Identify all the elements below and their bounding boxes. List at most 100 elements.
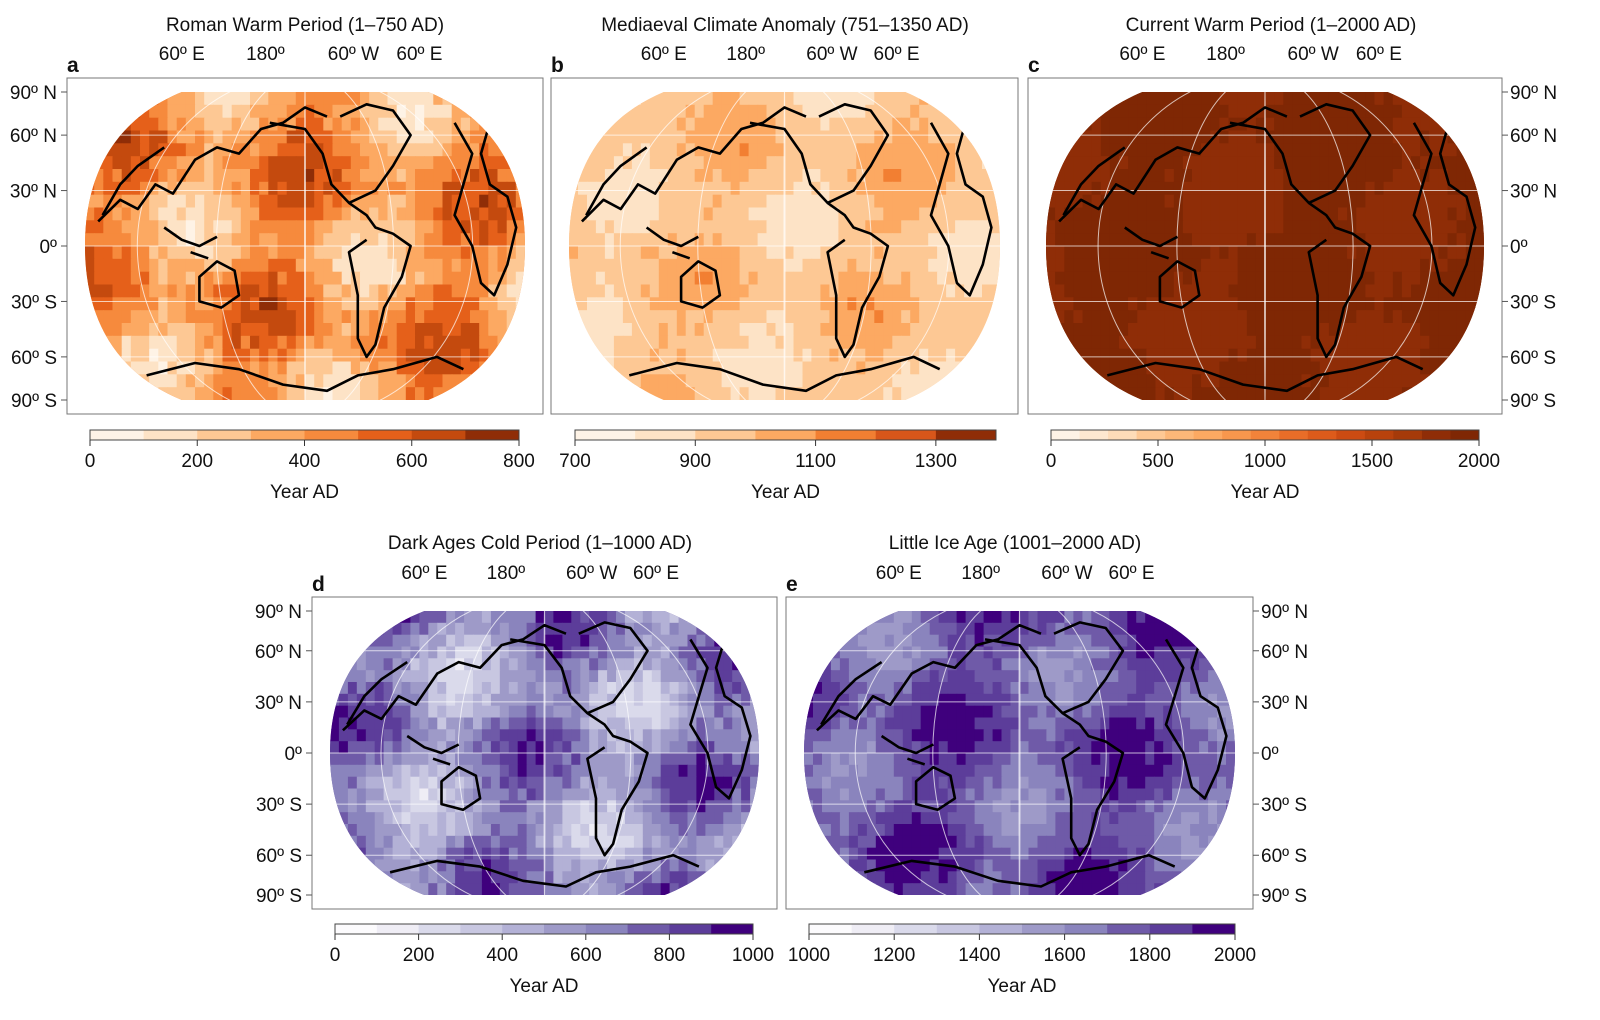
map-cell xyxy=(856,130,866,144)
map-cell xyxy=(314,387,324,400)
map-cell xyxy=(1411,207,1421,221)
map-cell xyxy=(121,220,132,234)
map-cell xyxy=(1064,297,1074,311)
map-cell xyxy=(660,729,671,742)
map-cell xyxy=(775,156,786,170)
map-cell xyxy=(910,181,920,196)
map-cell xyxy=(703,271,714,286)
map-cell xyxy=(562,776,572,790)
map-cell xyxy=(383,646,394,659)
map-cell xyxy=(347,693,358,707)
map-cell xyxy=(85,233,95,247)
map-cell xyxy=(580,835,590,849)
map-cell xyxy=(1374,310,1385,324)
map-cell xyxy=(964,156,974,170)
panel-b: Mediaeval Climate Anomaly (751–1350 AD)b… xyxy=(550,15,1019,503)
map-cell xyxy=(176,104,187,119)
map-cell xyxy=(1338,104,1348,119)
map-cell xyxy=(1265,246,1275,260)
map-cell xyxy=(910,335,920,350)
map-cell xyxy=(587,194,597,209)
map-cell xyxy=(433,130,444,144)
map-cell xyxy=(802,297,813,311)
map-cell xyxy=(705,693,715,707)
map-cell xyxy=(712,387,723,400)
map-cell xyxy=(204,335,214,350)
map-cell xyxy=(286,220,297,234)
map-cell xyxy=(589,883,599,895)
map-cell xyxy=(259,92,269,106)
map-cell xyxy=(1082,194,1093,209)
map-cell xyxy=(140,143,150,157)
map-cell xyxy=(624,741,635,754)
map-cell xyxy=(1456,233,1467,247)
map-cell xyxy=(1319,143,1330,157)
map-cell xyxy=(1310,387,1321,400)
colorbar-bin xyxy=(197,430,252,440)
map-cell xyxy=(473,753,483,766)
map-cell xyxy=(631,361,642,375)
map-cell xyxy=(314,92,324,106)
map-cell xyxy=(103,284,114,298)
map-cell xyxy=(396,92,407,106)
map-cell xyxy=(676,194,687,209)
map-cell xyxy=(838,258,848,273)
panel-title: Current Warm Period (1–2000 AD) xyxy=(1126,15,1417,36)
map-cell xyxy=(784,233,795,247)
map-cell xyxy=(535,753,546,766)
map-cell xyxy=(892,181,902,196)
map-cell xyxy=(424,156,434,170)
map-cell xyxy=(231,117,242,132)
map-cell xyxy=(587,246,597,260)
map-cell xyxy=(405,284,416,298)
map-cell xyxy=(739,361,750,375)
panel-letter: c xyxy=(1028,54,1040,77)
map-cell xyxy=(464,646,474,659)
map-cell xyxy=(696,646,706,659)
map-cell xyxy=(553,776,563,790)
map-cell xyxy=(231,310,242,324)
map-cell xyxy=(569,233,579,247)
map-cell xyxy=(631,246,642,260)
map-cell xyxy=(1429,233,1439,247)
colorbar-bin xyxy=(1307,430,1337,440)
map-cell xyxy=(415,323,425,337)
map-cell xyxy=(973,181,983,196)
colorbar-tick-label: 800 xyxy=(654,945,686,966)
map-cell xyxy=(589,824,599,837)
map-cell xyxy=(955,284,965,298)
map-cell xyxy=(1255,130,1266,144)
map-cell xyxy=(919,181,929,196)
map-cell xyxy=(676,335,687,350)
map-cell xyxy=(341,361,352,375)
map-cell xyxy=(685,156,696,170)
map-cell xyxy=(149,156,159,170)
map-cell xyxy=(1155,92,1166,106)
map-cell xyxy=(598,729,608,742)
map-cell xyxy=(1210,194,1220,209)
map-cell xyxy=(535,859,546,872)
map-cell xyxy=(992,622,1003,636)
map-cell xyxy=(369,194,379,209)
map-cell xyxy=(793,348,804,363)
map-cell xyxy=(1073,233,1084,247)
map-cell xyxy=(901,169,911,183)
map-cell xyxy=(473,824,483,837)
map-cell xyxy=(1128,220,1138,234)
map-cell xyxy=(433,246,444,260)
map-cell xyxy=(473,835,483,849)
map-cell xyxy=(874,387,884,400)
map-cell xyxy=(784,92,795,106)
map-cell xyxy=(732,717,742,730)
map-cell xyxy=(712,258,723,273)
map-cell xyxy=(473,611,483,624)
map-cell xyxy=(811,297,821,311)
coastline xyxy=(269,121,412,359)
map-cell xyxy=(1155,207,1166,221)
map-cell xyxy=(1420,323,1430,337)
map-cell xyxy=(739,323,750,337)
map-cell xyxy=(739,194,750,209)
map-cell xyxy=(1328,258,1339,273)
map-cell xyxy=(640,156,651,170)
map-cell xyxy=(946,335,956,350)
